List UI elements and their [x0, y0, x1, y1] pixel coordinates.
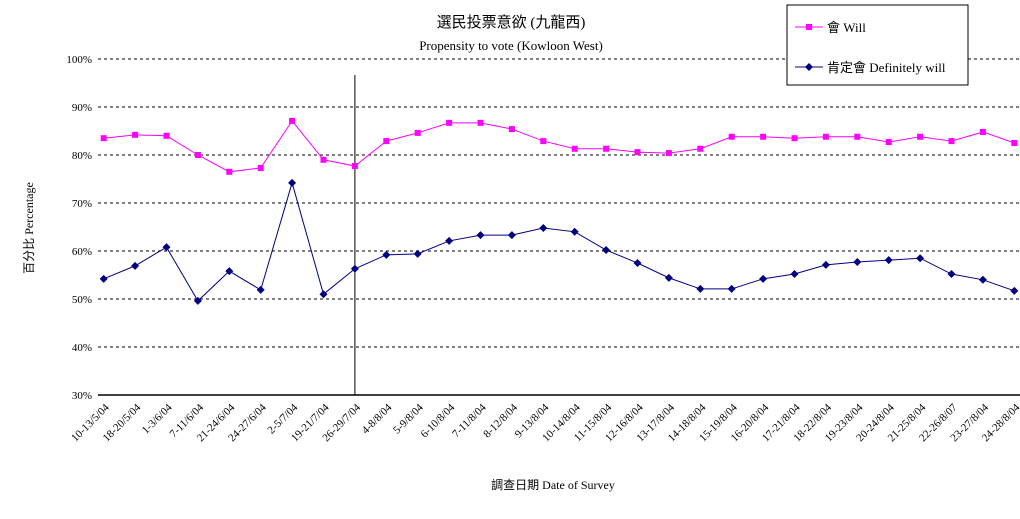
y-axis-label: 百分比 Percentage: [22, 182, 36, 274]
data-point-will: [571, 145, 578, 152]
data-point-will: [1011, 140, 1018, 146]
y-tick-label: 70%: [72, 198, 92, 210]
data-point-definitely: [193, 296, 202, 305]
series-line-1: [103, 181, 1015, 302]
chart-subtitle: Propensity to vote (Kowloon West): [419, 38, 603, 53]
data-point-will: [822, 133, 829, 140]
data-point-will: [665, 150, 672, 157]
legend: 會 Will 肯定會 Definitely will: [786, 4, 969, 86]
data-point-will: [979, 128, 986, 135]
x-tick-label: 4-8/8/04: [360, 401, 395, 436]
data-point-definitely: [162, 243, 171, 252]
legend-marker-will: [806, 24, 812, 30]
y-tick-label: 60%: [72, 246, 92, 258]
x-axis-label: 調查日期 Date of Survey: [491, 478, 615, 492]
data-point-definitely: [225, 267, 234, 276]
data-point-definitely: [947, 270, 956, 279]
data-point-will: [540, 138, 547, 145]
x-ticks: 10-13/5/0418-20/5/041-3/6/047-11/6/0421-…: [69, 401, 1020, 444]
data-point-will: [289, 117, 296, 124]
data-point-definitely: [1010, 286, 1019, 295]
y-tick-label: 30%: [72, 390, 92, 402]
data-point-will: [760, 133, 767, 140]
data-point-definitely: [853, 258, 862, 267]
data-point-definitely: [445, 236, 454, 245]
legend-marker-definitely: [805, 63, 813, 71]
data-point-definitely: [978, 275, 987, 284]
data-point-will: [446, 119, 453, 126]
data-point-definitely: [633, 259, 642, 267]
y-tick-label: 80%: [72, 150, 92, 162]
data-point-definitely: [476, 231, 485, 240]
data-point-definitely: [131, 261, 140, 270]
y-ticks: 30% 40% 50% 60% 70% 80% 90% 100%: [66, 54, 92, 402]
data-point-will: [917, 133, 924, 140]
data-point-definitely: [821, 260, 830, 269]
y-tick-label: 40%: [72, 342, 92, 354]
data-point-definitely: [99, 274, 108, 283]
series-layer: [99, 117, 1019, 305]
legend-label-will: 會 Will: [827, 20, 866, 35]
data-point-will: [257, 164, 264, 171]
data-point-will: [100, 135, 107, 142]
data-point-will: [791, 135, 798, 142]
data-point-definitely: [382, 250, 391, 259]
data-point-will: [132, 131, 139, 138]
data-point-will: [163, 132, 170, 139]
data-point-will: [320, 156, 327, 163]
y-tick-label: 100%: [66, 54, 92, 66]
data-point-will: [948, 138, 955, 145]
data-point-definitely: [539, 223, 548, 232]
data-point-definitely: [664, 273, 673, 282]
data-point-will: [226, 168, 233, 175]
data-point-definitely: [759, 274, 768, 283]
chart-title: 選民投票意欲 (九龍西): [437, 13, 586, 31]
data-point-will: [383, 138, 390, 145]
legend-label-definitely: 肯定會 Definitely will: [827, 60, 946, 75]
data-point-definitely: [288, 178, 297, 187]
data-point-will: [634, 149, 641, 156]
data-point-definitely: [916, 254, 925, 263]
data-point-will: [508, 126, 515, 133]
y-tick-label: 50%: [72, 294, 92, 306]
series-line-0: [103, 120, 1015, 173]
data-point-definitely: [727, 284, 736, 293]
data-point-definitely: [696, 284, 705, 293]
grid: [98, 58, 1020, 396]
data-point-definitely: [319, 290, 328, 299]
data-point-will: [603, 145, 610, 152]
data-point-will: [885, 139, 892, 146]
data-point-will: [728, 133, 735, 140]
data-point-definitely: [570, 227, 579, 236]
data-point-definitely: [790, 270, 799, 279]
data-point-will: [854, 133, 861, 140]
data-point-definitely: [507, 231, 516, 240]
data-point-will: [697, 145, 704, 152]
data-point-will: [194, 152, 201, 158]
y-tick-label: 90%: [72, 102, 92, 114]
data-point-definitely: [884, 256, 893, 265]
data-point-definitely: [602, 246, 611, 255]
data-point-will: [414, 129, 421, 136]
data-point-definitely: [413, 249, 422, 258]
data-point-will: [477, 119, 484, 126]
data-point-definitely: [256, 285, 265, 294]
data-point-definitely: [350, 264, 359, 273]
data-point-will: [351, 163, 358, 170]
